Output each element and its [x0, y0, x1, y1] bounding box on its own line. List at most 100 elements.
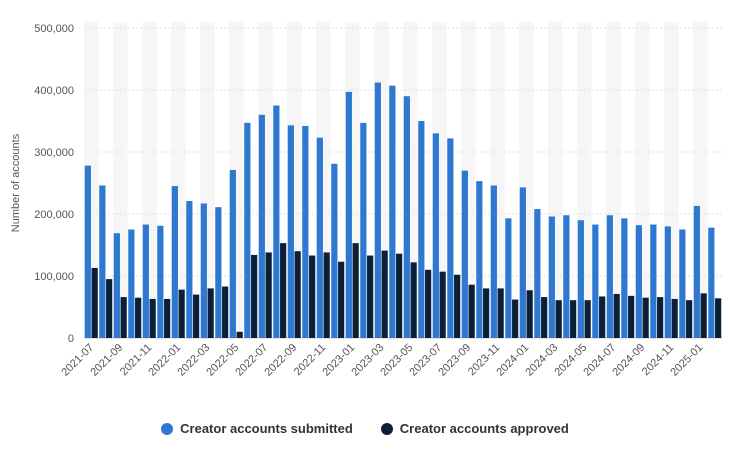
bar-approved[interactable]: 2023-07: 107,000 — [439, 271, 446, 338]
bar-approved[interactable]: 2024-11: 63,000 — [671, 298, 678, 338]
bar-submitted[interactable]: 2025-02: 178,000 — [708, 227, 715, 338]
bar-submitted[interactable]: 2021-07: 278,000 — [84, 165, 91, 338]
legend: Creator accounts submitted Creator accou… — [0, 421, 730, 436]
bar-approved[interactable]: 2021-09: 66,000 — [120, 297, 127, 338]
bar-submitted[interactable]: 2021-12: 181,000 — [157, 225, 164, 338]
bar-submitted[interactable]: 2025-01: 213,000 — [693, 205, 700, 338]
bar-approved[interactable]: 2023-09: 86,000 — [468, 284, 475, 338]
bar-submitted[interactable]: 2024-02: 208,000 — [534, 209, 541, 338]
bar-submitted[interactable]: 2024-03: 196,000 — [548, 216, 555, 338]
bar-submitted[interactable]: 2024-04: 198,000 — [563, 215, 570, 338]
bar-submitted[interactable]: 2024-12: 175,000 — [679, 229, 686, 339]
bar-approved[interactable]: 2023-12: 62,000 — [512, 299, 519, 338]
bar-approved[interactable]: 2022-08: 153,000 — [280, 243, 287, 338]
bar-approved[interactable]: 2022-01: 78,000 — [178, 289, 185, 338]
bar-submitted[interactable]: 2023-05: 390,000 — [403, 96, 410, 338]
bar-submitted[interactable]: 2024-10: 183,000 — [650, 224, 657, 338]
bar-submitted[interactable]: 2023-08: 322,000 — [447, 138, 454, 338]
bar-approved[interactable]: 2024-02: 66,000 — [541, 297, 548, 338]
bar-submitted[interactable]: 2022-10: 342,000 — [302, 125, 309, 339]
bar-submitted[interactable]: 2021-10: 175,000 — [128, 229, 135, 339]
bar-approved[interactable]: 2024-06: 67,000 — [599, 296, 606, 338]
bar-approved[interactable]: 2022-07: 138,000 — [265, 252, 272, 338]
bar-approved[interactable]: 2021-07: 113,000 — [91, 267, 98, 338]
bar-submitted[interactable]: 2023-07: 330,000 — [432, 133, 439, 338]
bar-approved[interactable]: 2022-05: 10,000 — [236, 331, 243, 338]
y-axis-title: Number of accounts — [10, 133, 22, 232]
legend-item-approved[interactable]: Creator accounts approved — [380, 421, 569, 436]
bar-submitted[interactable]: 2022-06: 347,000 — [244, 122, 251, 338]
bar-approved[interactable]: 2023-08: 102,000 — [454, 274, 461, 338]
bar-submitted[interactable]: 2024-11: 180,000 — [664, 226, 671, 338]
bar-approved[interactable]: 2024-04: 61,000 — [570, 300, 577, 338]
bar-approved[interactable]: 2023-05: 122,000 — [410, 262, 417, 338]
bar-approved[interactable]: 2023-01: 153,000 — [352, 243, 359, 338]
bar-submitted[interactable]: 2023-10: 253,000 — [476, 181, 483, 338]
bar-submitted[interactable]: 2022-12: 281,000 — [331, 163, 338, 338]
bar-submitted[interactable]: 2023-12: 193,000 — [505, 218, 512, 338]
x-tick-label: 2024-09 — [610, 342, 647, 379]
bar-approved[interactable]: 2024-03: 61,000 — [555, 300, 562, 338]
bar-approved[interactable]: 2024-01: 77,000 — [526, 290, 533, 338]
bar-approved[interactable]: 2022-09: 140,000 — [294, 251, 301, 338]
bar-approved[interactable]: 2024-08: 68,000 — [628, 295, 635, 338]
bar-approved[interactable]: 2025-02: 64,000 — [715, 298, 722, 338]
bar-approved[interactable]: 2023-06: 110,000 — [425, 269, 432, 338]
x-tick-label: 2021-09 — [88, 342, 125, 379]
bar-approved[interactable]: 2022-02: 70,000 — [193, 294, 200, 338]
bar-submitted[interactable]: 2024-09: 182,000 — [635, 225, 642, 338]
bar-approved[interactable]: 2022-06: 134,000 — [251, 254, 258, 338]
bar-submitted[interactable]: 2023-04: 407,000 — [389, 85, 396, 338]
bar-submitted[interactable]: 2022-11: 323,000 — [316, 137, 323, 338]
bar-approved[interactable]: 2023-02: 133,000 — [367, 255, 374, 338]
bar-approved[interactable]: 2023-10: 80,000 — [483, 288, 490, 338]
bar-approved[interactable]: 2022-03: 80,000 — [207, 288, 214, 338]
bar-submitted[interactable]: 2022-09: 343,000 — [287, 125, 294, 338]
bar-approved[interactable]: 2023-04: 136,000 — [396, 253, 403, 338]
bar-submitted[interactable]: 2024-01: 243,000 — [519, 187, 526, 338]
legend-label-approved: Creator accounts approved — [399, 421, 569, 436]
bar-approved[interactable]: 2024-07: 71,000 — [613, 293, 620, 338]
bar-approved[interactable]: 2021-12: 63,000 — [164, 298, 171, 338]
legend-item-submitted[interactable]: Creator accounts submitted — [161, 421, 353, 436]
bar-submitted[interactable]: 2022-02: 221,000 — [186, 200, 193, 338]
bar-submitted[interactable]: 2023-03: 412,000 — [374, 82, 381, 338]
bar-approved[interactable]: 2025-01: 72,000 — [700, 293, 707, 338]
bar-approved[interactable]: 2021-08: 95,000 — [106, 279, 113, 338]
bar-submitted[interactable]: 2023-02: 347,000 — [360, 122, 367, 338]
bar-submitted[interactable]: 2022-05: 271,000 — [229, 169, 236, 338]
bar-approved[interactable]: 2024-12: 61,000 — [686, 300, 693, 338]
bar-submitted[interactable]: 2023-09: 270,000 — [461, 170, 468, 338]
bar-submitted[interactable]: 2022-01: 245,000 — [171, 186, 178, 338]
bar-approved[interactable]: 2024-05: 61,000 — [584, 300, 591, 338]
bar-approved[interactable]: 2022-10: 133,000 — [309, 255, 316, 338]
bar-approved[interactable]: 2023-03: 141,000 — [381, 250, 388, 338]
bar-approved[interactable]: 2022-11: 138,000 — [323, 252, 330, 338]
bar-submitted[interactable]: 2022-07: 360,000 — [258, 114, 265, 338]
bar-submitted[interactable]: 2021-09: 169,000 — [113, 233, 120, 338]
bar-submitted[interactable]: 2022-08: 375,000 — [273, 105, 280, 339]
x-tick-label: 2022-09 — [262, 342, 299, 379]
y-tick-label: 200,000 — [34, 209, 74, 221]
bar-submitted[interactable]: 2023-01: 397,000 — [345, 91, 352, 338]
bar-submitted[interactable]: 2021-08: 246,000 — [99, 185, 106, 338]
y-tick-label: 300,000 — [34, 147, 74, 159]
bar-approved[interactable]: 2024-09: 65,000 — [642, 297, 649, 338]
x-tick-label: 2025-01 — [668, 342, 705, 379]
bar-approved[interactable]: 2022-12: 123,000 — [338, 261, 345, 338]
bar-submitted[interactable]: 2023-11: 246,000 — [490, 185, 497, 338]
bar-submitted[interactable]: 2023-06: 350,000 — [418, 121, 425, 338]
bar-submitted[interactable]: 2022-04: 211,000 — [215, 207, 222, 338]
bar-approved[interactable]: 2021-11: 63,000 — [149, 298, 156, 338]
bar-approved[interactable]: 2024-10: 66,000 — [657, 297, 664, 338]
y-axis-ticks: 0 100,000 200,000 300,000 400,000 500,000 — [34, 23, 74, 345]
bar-submitted[interactable]: 2021-11: 183,000 — [142, 224, 149, 338]
bar-approved[interactable]: 2023-11: 80,000 — [497, 288, 504, 338]
bar-submitted[interactable]: 2024-08: 193,000 — [621, 218, 628, 338]
bar-submitted[interactable]: 2024-05: 190,000 — [577, 220, 584, 338]
bar-submitted[interactable]: 2024-07: 198,000 — [606, 215, 613, 338]
bar-approved[interactable]: 2022-04: 83,000 — [222, 286, 229, 338]
bar-approved[interactable]: 2021-10: 65,000 — [135, 297, 142, 338]
bar-submitted[interactable]: 2022-03: 217,000 — [200, 203, 207, 338]
bar-submitted[interactable]: 2024-06: 183,000 — [592, 224, 599, 338]
